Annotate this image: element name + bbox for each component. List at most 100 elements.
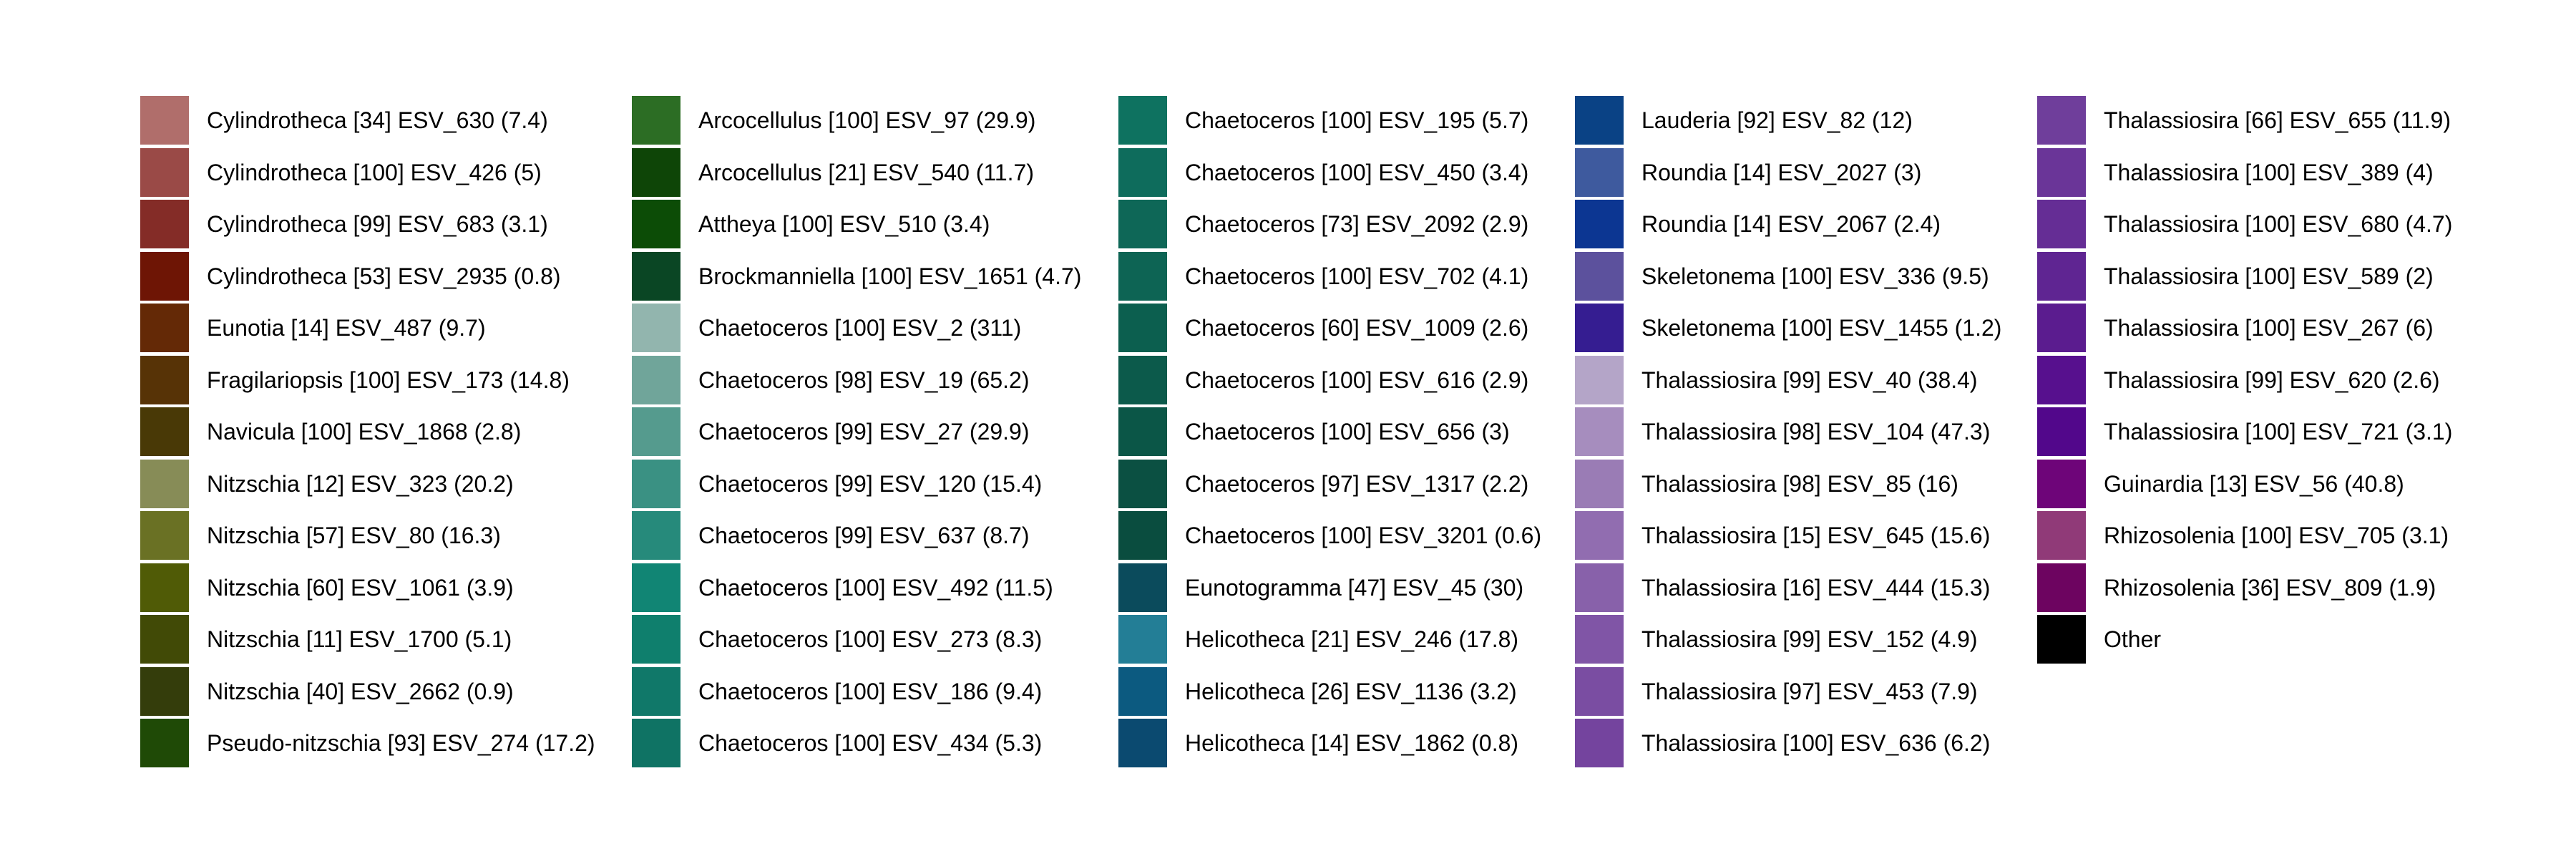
legend-label: Guinardia [13] ESV_56 (40.8) (2104, 470, 2404, 497)
legend-item: Thalassiosira [99] ESV_40 (38.4) (1575, 356, 1978, 404)
legend-label: Chaetoceros [98] ESV_19 (65.2) (698, 367, 1030, 393)
legend-label: Thalassiosira [98] ESV_104 (47.3) (1641, 418, 1991, 445)
legend-label: Chaetoceros [100] ESV_434 (5.3) (698, 729, 1043, 756)
legend-swatch (1575, 460, 1624, 508)
legend-swatch (1575, 96, 1624, 145)
legend-label: Chaetoceros [100] ESV_186 (9.4) (698, 678, 1043, 704)
legend-label: Skeletonema [100] ESV_1455 (1.2) (1641, 314, 2002, 341)
legend-item: Chaetoceros [100] ESV_450 (3.4) (1118, 148, 1528, 197)
legend-swatch (140, 356, 189, 404)
legend-label: Cylindrotheca [34] ESV_630 (7.4) (207, 107, 548, 133)
legend-item: Cylindrotheca [34] ESV_630 (7.4) (140, 96, 548, 145)
legend-swatch (1118, 356, 1167, 404)
legend-swatch (2037, 460, 2086, 508)
legend-item: Chaetoceros [100] ESV_656 (3) (1118, 407, 1510, 456)
legend-swatch (140, 667, 189, 716)
legend-swatch (632, 511, 680, 560)
legend-label: Fragilariopsis [100] ESV_173 (14.8) (207, 367, 570, 393)
legend-swatch (140, 96, 189, 145)
legend-swatch (1575, 511, 1624, 560)
legend-swatch (2037, 148, 2086, 197)
legend-label: Thalassiosira [97] ESV_453 (7.9) (1641, 678, 1978, 704)
legend-label: Helicotheca [21] ESV_246 (17.8) (1185, 626, 1519, 652)
legend-swatch (2037, 511, 2086, 560)
legend-label: Nitzschia [60] ESV_1061 (3.9) (207, 574, 514, 601)
legend-item: Thalassiosira [15] ESV_645 (15.6) (1575, 511, 1990, 560)
legend-swatch (1118, 304, 1167, 352)
legend-swatch (632, 719, 680, 767)
legend-swatch (1118, 563, 1167, 612)
legend-label: Nitzschia [40] ESV_2662 (0.9) (207, 678, 514, 704)
legend-swatch (2037, 96, 2086, 145)
legend-item: Chaetoceros [60] ESV_1009 (2.6) (1118, 304, 1528, 352)
legend-label: Thalassiosira [16] ESV_444 (15.3) (1641, 574, 1991, 601)
legend-swatch (1575, 563, 1624, 612)
legend-swatch (1575, 407, 1624, 456)
legend-label: Thalassiosira [99] ESV_620 (2.6) (2104, 367, 2440, 393)
legend-swatch (632, 460, 680, 508)
legend-label: Cylindrotheca [53] ESV_2935 (0.8) (207, 263, 561, 289)
legend-item: Cylindrotheca [100] ESV_426 (5) (140, 148, 542, 197)
legend-swatch (140, 200, 189, 248)
legend-item: Chaetoceros [100] ESV_2 (311) (632, 304, 1021, 352)
legend-label: Nitzschia [11] ESV_1700 (5.1) (207, 626, 512, 652)
legend-item: Thalassiosira [16] ESV_444 (15.3) (1575, 563, 1990, 612)
legend-item: Eunotia [14] ESV_487 (9.7) (140, 304, 486, 352)
legend-label: Eunotia [14] ESV_487 (9.7) (207, 314, 486, 341)
legend-label: Roundia [14] ESV_2067 (2.4) (1641, 210, 1941, 237)
legend-swatch (632, 615, 680, 664)
legend-label: Chaetoceros [100] ESV_492 (11.5) (698, 574, 1053, 601)
legend-label: Chaetoceros [100] ESV_450 (3.4) (1185, 159, 1529, 185)
legend-item: Attheya [100] ESV_510 (3.4) (632, 200, 990, 248)
legend-swatch (1575, 148, 1624, 197)
legend-item: Chaetoceros [98] ESV_19 (65.2) (632, 356, 1030, 404)
legend-swatch (1575, 356, 1624, 404)
legend-item: Thalassiosira [99] ESV_620 (2.6) (2037, 356, 2440, 404)
legend-item: Lauderia [92] ESV_82 (12) (1575, 96, 1913, 145)
legend-label: Chaetoceros [99] ESV_637 (8.7) (698, 522, 1030, 548)
legend-label: Thalassiosira [99] ESV_152 (4.9) (1641, 626, 1978, 652)
legend-swatch (2037, 563, 2086, 612)
legend-swatch (1118, 615, 1167, 664)
legend-swatch (1118, 719, 1167, 767)
legend-item: Nitzschia [57] ESV_80 (16.3) (140, 511, 501, 560)
legend-label: Chaetoceros [100] ESV_195 (5.7) (1185, 107, 1529, 133)
legend-label: Chaetoceros [97] ESV_1317 (2.2) (1185, 470, 1529, 497)
legend-label: Pseudo-nitzschia [93] ESV_274 (17.2) (207, 729, 595, 756)
legend-swatch (1118, 511, 1167, 560)
legend-label: Helicotheca [14] ESV_1862 (0.8) (1185, 729, 1519, 756)
legend-label: Chaetoceros [100] ESV_656 (3) (1185, 418, 1510, 445)
legend-swatch (140, 252, 189, 301)
legend-swatch (632, 667, 680, 716)
legend-item: Chaetoceros [100] ESV_616 (2.9) (1118, 356, 1528, 404)
legend-label: Nitzschia [12] ESV_323 (20.2) (207, 470, 514, 497)
legend-label: Helicotheca [26] ESV_1136 (3.2) (1185, 678, 1517, 704)
legend-item: Nitzschia [60] ESV_1061 (3.9) (140, 563, 514, 612)
legend-item: Rhizosolenia [100] ESV_705 (3.1) (2037, 511, 2449, 560)
legend-item: Helicotheca [21] ESV_246 (17.8) (1118, 615, 1518, 664)
legend-label: Chaetoceros [100] ESV_616 (2.9) (1185, 367, 1529, 393)
legend-item: Thalassiosira [98] ESV_104 (47.3) (1575, 407, 1990, 456)
legend-item: Skeletonema [100] ESV_1455 (1.2) (1575, 304, 2001, 352)
legend-item: Arcocellulus [21] ESV_540 (11.7) (632, 148, 1034, 197)
legend-label: Rhizosolenia [100] ESV_705 (3.1) (2104, 522, 2449, 548)
legend-item: Roundia [14] ESV_2067 (2.4) (1575, 200, 1941, 248)
legend-swatch (2037, 252, 2086, 301)
legend-label: Nitzschia [57] ESV_80 (16.3) (207, 522, 501, 548)
legend-swatch (1575, 667, 1624, 716)
legend-label: Chaetoceros [99] ESV_120 (15.4) (698, 470, 1043, 497)
legend-item: Thalassiosira [100] ESV_721 (3.1) (2037, 407, 2452, 456)
legend-swatch (1118, 148, 1167, 197)
legend-label: Other (2104, 626, 2162, 652)
legend-item: Cylindrotheca [99] ESV_683 (3.1) (140, 200, 548, 248)
legend-label: Thalassiosira [100] ESV_636 (6.2) (1641, 729, 1991, 756)
legend-swatch (140, 407, 189, 456)
legend-swatch (2037, 615, 2086, 664)
legend-item: Thalassiosira [99] ESV_152 (4.9) (1575, 615, 1978, 664)
legend-item: Thalassiosira [100] ESV_636 (6.2) (1575, 719, 1990, 767)
legend-item: Helicotheca [14] ESV_1862 (0.8) (1118, 719, 1518, 767)
legend-label: Arcocellulus [100] ESV_97 (29.9) (698, 107, 1036, 133)
legend-swatch (140, 615, 189, 664)
legend-swatch (1118, 252, 1167, 301)
legend-label: Thalassiosira [100] ESV_721 (3.1) (2104, 418, 2453, 445)
